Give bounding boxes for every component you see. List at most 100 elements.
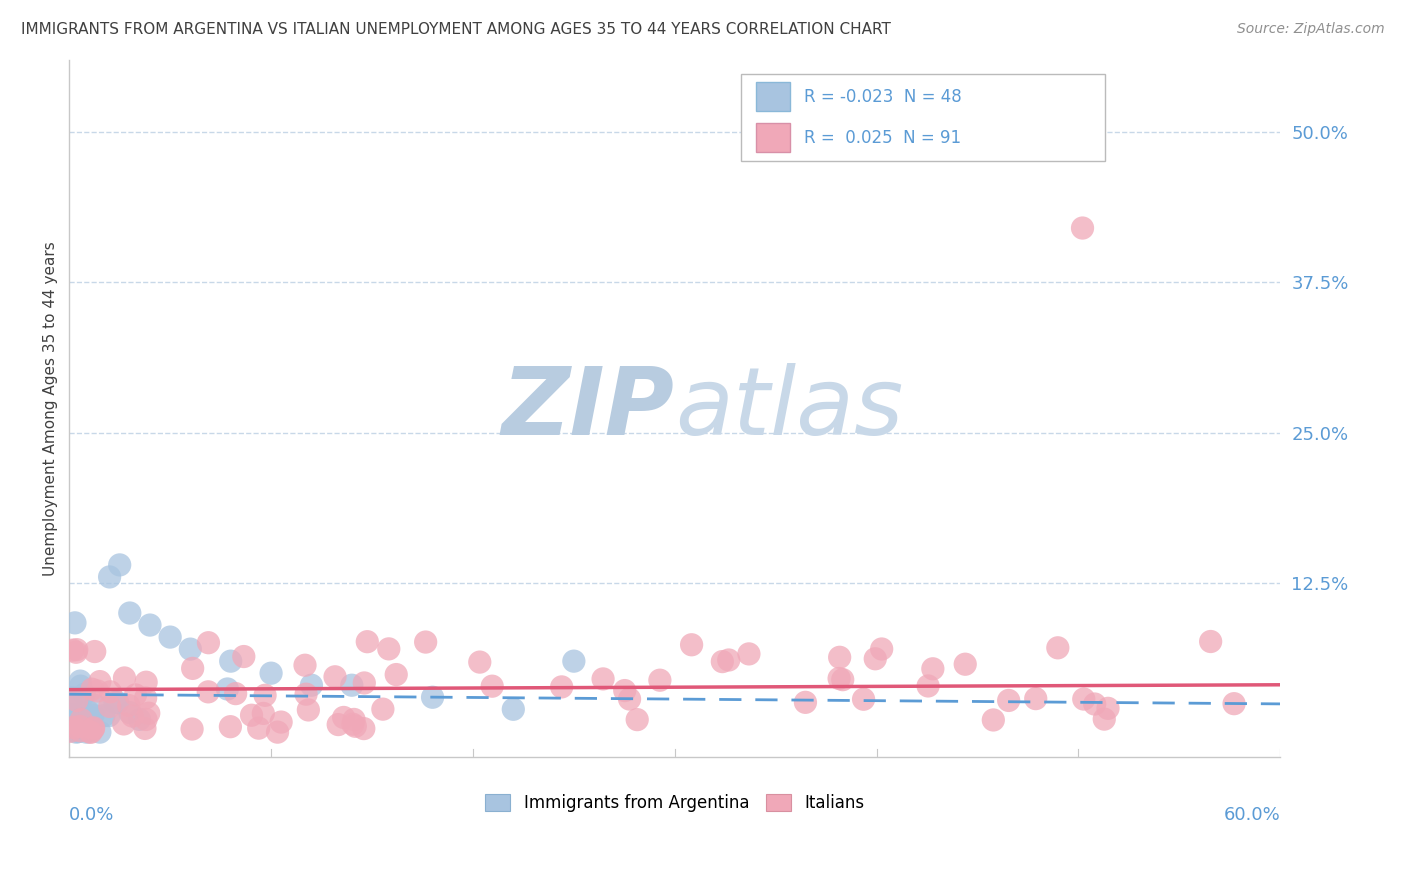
Point	[135, 675, 157, 690]
Point	[344, 719, 367, 733]
Point	[619, 692, 641, 706]
Point	[62, 721, 84, 735]
Point	[1025, 691, 1047, 706]
Point	[371, 702, 394, 716]
Point	[1071, 221, 1094, 235]
Point	[422, 690, 444, 705]
Point	[66, 691, 89, 706]
Point	[1046, 640, 1069, 655]
Point	[356, 634, 378, 648]
Text: R =  0.025  N = 91: R = 0.025 N = 91	[804, 128, 962, 147]
Point	[1073, 692, 1095, 706]
Point	[592, 672, 614, 686]
Point	[1097, 701, 1119, 715]
Point	[217, 681, 239, 696]
Point	[385, 667, 408, 681]
Point	[82, 722, 104, 736]
Point	[328, 717, 350, 731]
Bar	[756, 123, 790, 153]
Point	[70, 713, 93, 727]
Point	[378, 641, 401, 656]
Point	[197, 636, 219, 650]
Point	[114, 671, 136, 685]
Point	[124, 688, 146, 702]
Point	[139, 618, 162, 632]
Point	[219, 654, 242, 668]
Point	[121, 709, 143, 723]
Point	[77, 709, 100, 723]
Point	[613, 683, 636, 698]
Point	[59, 724, 82, 739]
Point	[66, 711, 89, 725]
Point	[59, 720, 82, 734]
Point	[711, 655, 734, 669]
Point	[107, 696, 129, 710]
Point	[98, 570, 121, 584]
Point	[260, 666, 283, 681]
Point	[870, 642, 893, 657]
Point	[98, 708, 121, 723]
Text: Source: ZipAtlas.com: Source: ZipAtlas.com	[1237, 22, 1385, 37]
Point	[134, 722, 156, 736]
Point	[135, 713, 157, 727]
Text: R = -0.023  N = 48: R = -0.023 N = 48	[804, 87, 962, 105]
Point	[118, 706, 141, 720]
Point	[69, 723, 91, 738]
Point	[955, 657, 977, 672]
Text: 60.0%: 60.0%	[1223, 806, 1281, 824]
Point	[77, 704, 100, 718]
Point	[159, 630, 181, 644]
Point	[59, 691, 82, 706]
Point	[254, 688, 277, 702]
Point	[295, 687, 318, 701]
Point	[66, 723, 89, 738]
Point	[828, 650, 851, 665]
Point	[84, 698, 107, 713]
Text: IMMIGRANTS FROM ARGENTINA VS ITALIAN UNEMPLOYMENT AMONG AGES 35 TO 44 YEARS CORR: IMMIGRANTS FROM ARGENTINA VS ITALIAN UNE…	[21, 22, 891, 37]
Point	[794, 695, 817, 709]
Point	[135, 691, 157, 706]
Point	[266, 725, 288, 739]
Point	[82, 708, 104, 723]
Point	[852, 692, 875, 706]
Point	[62, 643, 84, 657]
Point	[62, 707, 84, 722]
Point	[69, 711, 91, 725]
Point	[73, 687, 96, 701]
Point	[247, 721, 270, 735]
Point	[66, 642, 89, 657]
Point	[66, 693, 89, 707]
Point	[73, 717, 96, 731]
Point	[717, 653, 740, 667]
Point	[100, 685, 122, 699]
Point	[128, 712, 150, 726]
Point	[294, 658, 316, 673]
Point	[1092, 712, 1115, 726]
Point	[69, 674, 91, 689]
Point	[93, 708, 115, 723]
Point	[65, 725, 87, 739]
Point	[219, 720, 242, 734]
Point	[60, 723, 83, 738]
Text: 0.0%: 0.0%	[69, 806, 115, 824]
Point	[270, 715, 292, 730]
Point	[83, 721, 105, 735]
Point	[297, 703, 319, 717]
Point	[997, 693, 1019, 707]
Point	[415, 635, 437, 649]
Point	[62, 714, 84, 729]
Point	[108, 558, 131, 572]
Point	[138, 706, 160, 721]
Point	[63, 710, 86, 724]
Point	[112, 717, 135, 731]
Point	[648, 673, 671, 688]
Point	[502, 702, 524, 716]
Point	[63, 714, 86, 728]
Text: ZIP: ZIP	[502, 362, 675, 455]
Point	[181, 722, 204, 736]
Point	[1223, 697, 1246, 711]
Point	[89, 725, 111, 739]
Point	[66, 722, 89, 736]
Point	[353, 722, 375, 736]
FancyBboxPatch shape	[741, 73, 1105, 161]
